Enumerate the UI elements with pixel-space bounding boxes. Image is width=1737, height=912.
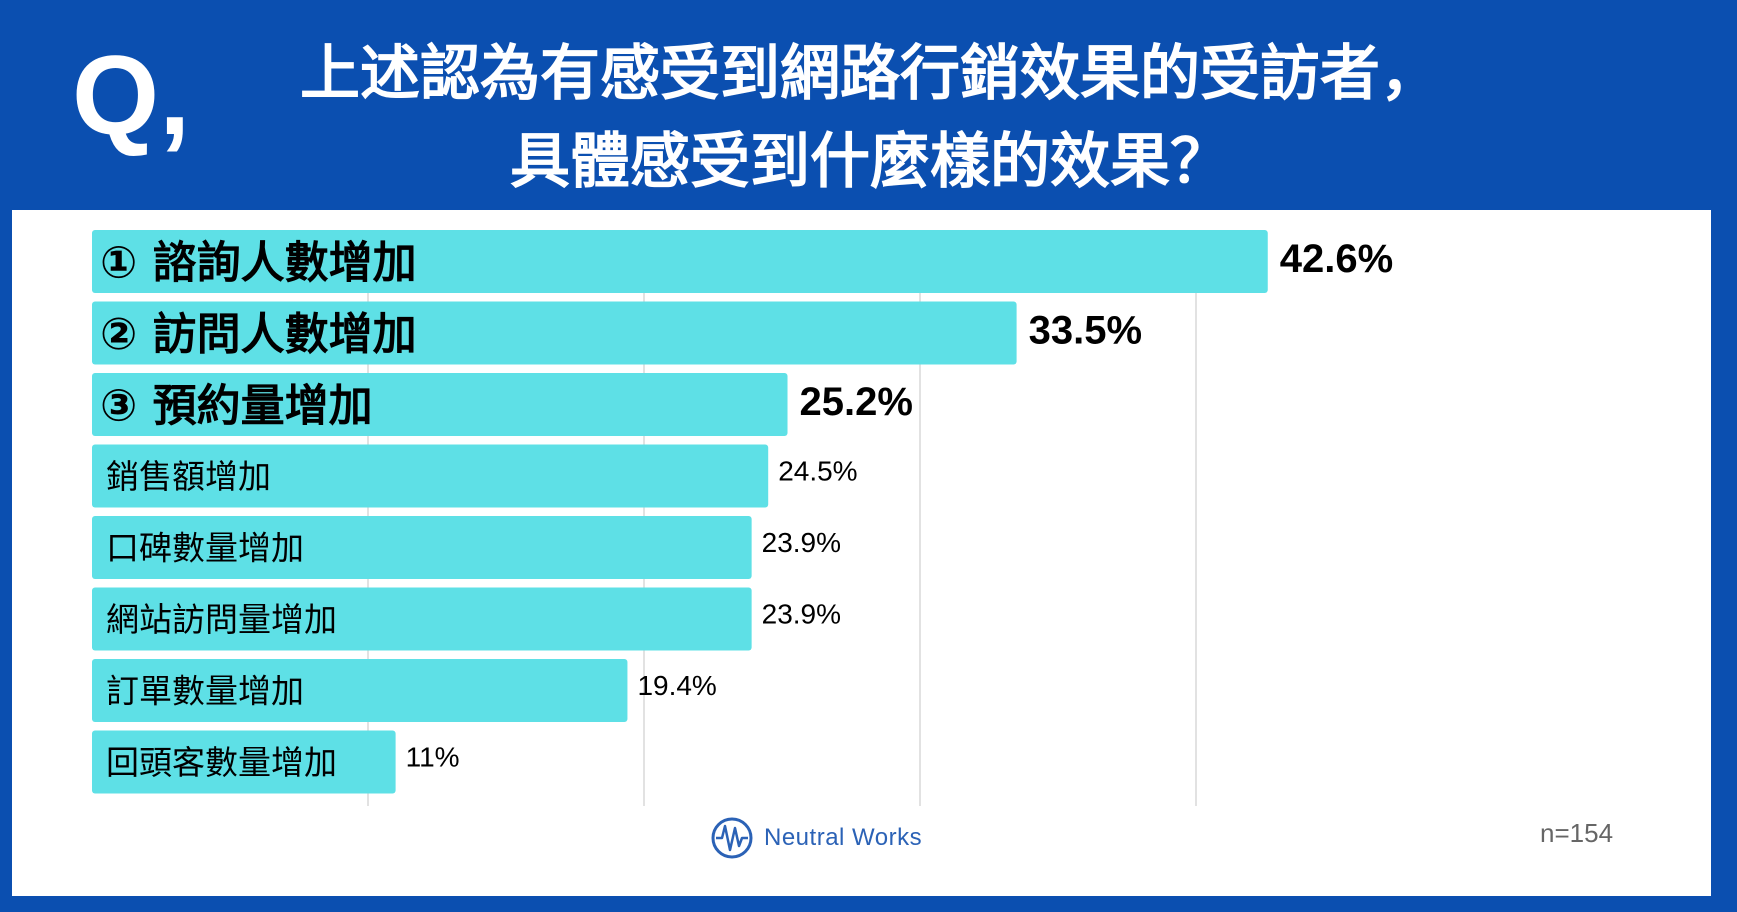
value-label: 23.9% bbox=[762, 599, 841, 630]
value-label: 24.5% bbox=[778, 456, 857, 487]
question-mark: Q, bbox=[72, 33, 191, 158]
category-label: 銷售額增加 bbox=[106, 457, 271, 496]
logo-text: Neutral Works bbox=[764, 824, 923, 851]
title-line-2: 具體感受到什麼樣的效果？ bbox=[510, 127, 1230, 197]
value-label: 42.6% bbox=[1280, 237, 1393, 281]
bar bbox=[92, 587, 752, 651]
value-label: 19.4% bbox=[637, 670, 716, 701]
bar-chart: ① 諮詢人數增加 42.6% ② 訪問人數增加 33.5% ③ 預約量增加 25.2% 銷售… bbox=[92, 230, 1393, 806]
category-label: 訂單數量增加 bbox=[106, 672, 304, 711]
category-label: 回頭客數量增加 bbox=[106, 743, 337, 782]
category-label: ② 訪問人數增加 bbox=[100, 309, 417, 360]
neutral-works-logo: Neutral Works bbox=[710, 815, 922, 861]
survey-question-title: 上述認為有感受到網路行銷效果的受訪者， 具體感受到什麼樣的效果？ bbox=[220, 30, 1520, 206]
category-label: ③ 預約量增加 bbox=[100, 381, 373, 432]
value-label: 11% bbox=[406, 742, 460, 773]
bar bbox=[92, 516, 752, 579]
value-label: 33.5% bbox=[1029, 309, 1142, 353]
chart-panel: ① 諮詢人數增加 42.6% ② 訪問人數增加 33.5% ③ 預約量增加 25.2% 銷售… bbox=[12, 210, 1711, 896]
category-label: ① 諮詢人數增加 bbox=[100, 238, 417, 289]
bar bbox=[92, 301, 1017, 365]
title-line-1: 上述認為有感受到網路行銷效果的受訪者， bbox=[300, 39, 1440, 109]
bar bbox=[92, 373, 788, 436]
sample-size: n=154 bbox=[1540, 818, 1614, 848]
bar bbox=[92, 230, 1268, 293]
value-label: 25.2% bbox=[800, 380, 913, 424]
logo-icon bbox=[711, 817, 753, 859]
category-label: 網站訪問量增加 bbox=[106, 600, 337, 639]
category-label: 口碑數量增加 bbox=[106, 529, 304, 568]
bar bbox=[92, 444, 769, 508]
bar bbox=[92, 730, 396, 794]
value-label: 23.9% bbox=[762, 527, 841, 558]
bar bbox=[92, 659, 628, 722]
